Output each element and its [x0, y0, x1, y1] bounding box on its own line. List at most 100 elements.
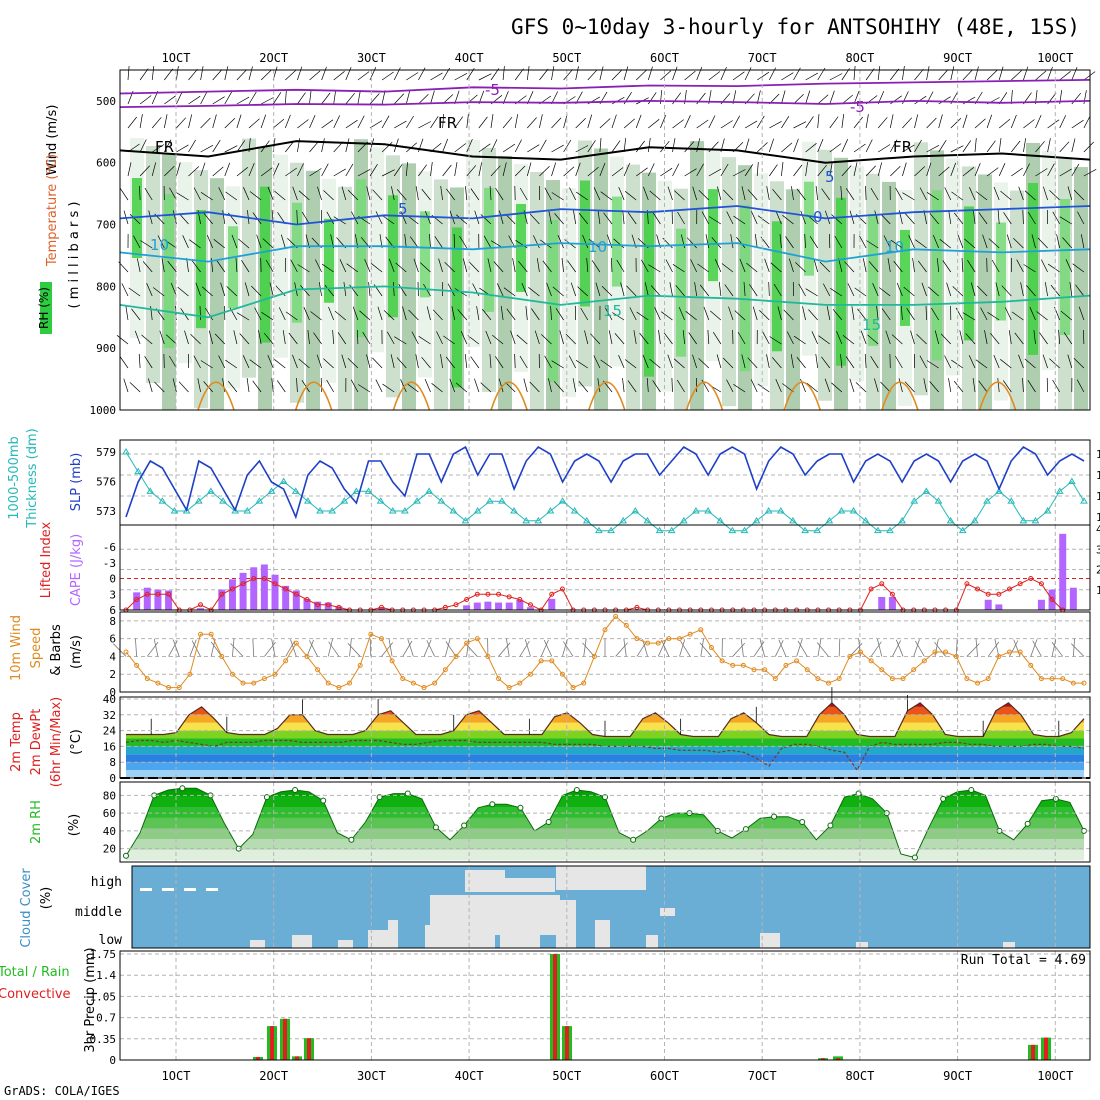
wind-barb [139, 114, 143, 129]
wind-barb [1003, 380, 1012, 393]
wind-barb [527, 117, 537, 129]
cloud-block [465, 870, 505, 892]
wind-ylabel-2: Speed [29, 628, 44, 669]
wind-barb [756, 161, 759, 177]
wind-barb [618, 355, 625, 369]
wind10-barb [679, 639, 686, 657]
wind-barb [316, 354, 322, 369]
wind10-point [378, 636, 384, 642]
wind-barb [878, 287, 891, 297]
wind-barb [627, 212, 637, 225]
wind-barb [164, 95, 176, 105]
wind-barb [904, 213, 915, 225]
wind10-barb [153, 638, 159, 657]
wind-barb [563, 166, 575, 177]
thickness-point [267, 487, 276, 494]
wind-barb [717, 186, 722, 201]
wind10-barb [955, 638, 958, 657]
wind-barb [733, 215, 746, 225]
cape-ylabel-li: Lifted Index [39, 521, 54, 598]
wind-barb [260, 97, 274, 105]
chart-title: GFS 0~10day 3-hourly for ANTSOHIHY (48E,… [511, 15, 1080, 39]
wind10-point [464, 640, 470, 646]
li-point [1006, 586, 1012, 592]
wind-barb [870, 187, 879, 201]
wind-barb [444, 261, 455, 273]
wind-barb [684, 115, 691, 129]
rh2m-point [376, 794, 383, 801]
wind-barb [456, 214, 468, 225]
wind-barb [1071, 119, 1084, 129]
wind10-point [559, 671, 565, 677]
wind-barb [476, 306, 480, 321]
contour-label: 5 [825, 168, 835, 186]
wind-barb [431, 383, 443, 393]
wind10-point [251, 680, 257, 686]
wind-barb [544, 355, 552, 369]
wind-barb [1069, 282, 1073, 297]
wind-barb [519, 355, 528, 369]
wind-barb [1023, 264, 1036, 273]
wind-barb [238, 238, 250, 249]
wind10-barb [774, 640, 784, 657]
wind-barb [369, 138, 375, 153]
wind10-tick-label: 0 [109, 686, 116, 699]
wind-barb [829, 116, 839, 129]
thickness-point [449, 507, 458, 514]
wind-barb [200, 91, 208, 105]
wind-barb [775, 379, 782, 393]
wind-barb [478, 73, 492, 81]
wind10-point [1017, 649, 1023, 655]
wind-barb [684, 168, 697, 177]
wind-barb [849, 378, 855, 393]
wind-barb [677, 211, 685, 225]
wind-barb [900, 305, 903, 321]
wind-barb [696, 66, 703, 81]
rh-band [126, 795, 1084, 807]
wind10-point [527, 671, 533, 677]
wind-barb [795, 262, 806, 273]
wind-barb [1029, 307, 1036, 321]
wind-barb [925, 305, 927, 321]
wind-barb [819, 261, 831, 273]
wind-barb [1076, 379, 1085, 393]
wind-barb [193, 187, 201, 201]
wind-barb [466, 138, 473, 153]
wind-barb [121, 283, 129, 297]
precip-run-total: Run Total = 4.69 [961, 953, 1086, 968]
wind-barb [1018, 354, 1024, 369]
li-point [166, 591, 172, 597]
rh2m-point [489, 801, 496, 808]
precip-tick-label: 0.7 [96, 1012, 116, 1025]
wind-barb [163, 114, 168, 129]
date-label-bottom: 1OCT [162, 1069, 191, 1083]
wind-barb [159, 330, 165, 345]
wind-barb [222, 378, 226, 393]
rh-shade [228, 226, 238, 309]
wind-barb [500, 306, 504, 321]
li-point [464, 597, 470, 602]
upper-ylabel-pressure: ( m i l l i b a r s ) [67, 202, 82, 309]
wind-barb [972, 378, 976, 393]
wind-barb [303, 307, 310, 321]
wind-barb [957, 234, 964, 249]
wind-barb [1059, 71, 1071, 81]
wind10-point [304, 653, 310, 659]
wind-barb [696, 163, 704, 177]
wind-barb [369, 67, 377, 81]
wind-barb [986, 114, 993, 129]
wind-barb [200, 117, 211, 129]
wind-barb [1000, 359, 1012, 369]
wind-barb [394, 120, 407, 129]
wind10-barb [975, 638, 978, 657]
rh2m-tick-label: 40 [103, 825, 116, 838]
rh2m-point [602, 794, 608, 801]
rh-band [126, 806, 1084, 818]
li-point [889, 591, 895, 597]
cape-bar [250, 567, 258, 610]
li-point [975, 586, 981, 592]
rh2m-tick-label: 80 [103, 789, 116, 802]
wind-barb [254, 307, 262, 321]
rh2m-tick-label: 20 [103, 843, 116, 856]
